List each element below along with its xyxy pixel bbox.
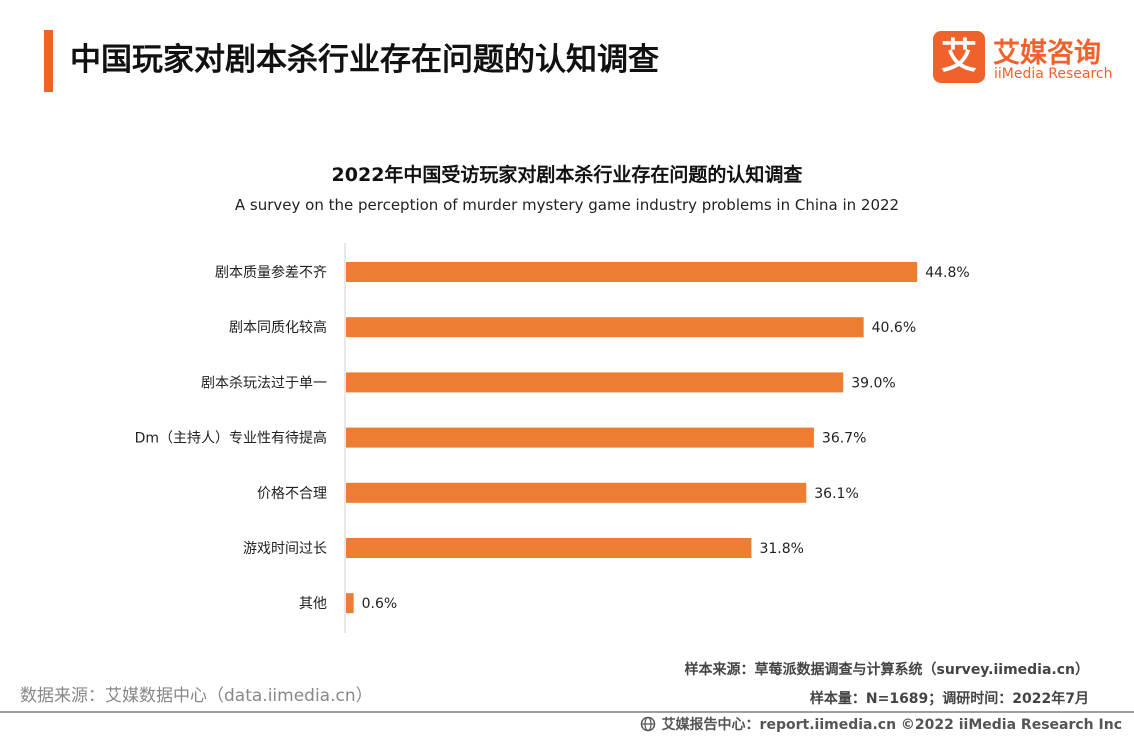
category-label: 剧本杀玩法过于单一	[201, 375, 327, 391]
value-label: 36.7%	[822, 431, 866, 447]
globe-icon	[640, 716, 655, 732]
logo-mark-glyph: 艾	[940, 36, 977, 77]
value-label: 40.6%	[872, 320, 916, 336]
category-label: 游戏时间过长	[243, 541, 327, 557]
bar	[346, 317, 864, 338]
bar	[346, 427, 814, 448]
page-title: 中国玩家对剧本杀行业存在问题的认知调查	[70, 42, 659, 78]
footer-divider	[0, 711, 1134, 713]
category-label: 价格不合理	[257, 486, 327, 502]
bar	[346, 482, 807, 503]
value-label: 39.0%	[851, 375, 895, 391]
value-label: 44.8%	[925, 265, 969, 281]
logo-text-en: iiMedia Research	[994, 66, 1113, 82]
value-label: 0.6%	[362, 596, 398, 612]
bar	[346, 262, 918, 282]
sample-source: 样本来源：草莓派数据调查与计算系统（survey.iimedia.cn）	[684, 662, 1089, 678]
logo-mark: 艾	[933, 31, 985, 83]
value-label: 31.8%	[759, 541, 803, 557]
bar	[346, 372, 844, 393]
bar	[346, 538, 752, 558]
copyright: 艾媒报告中心：report.iimedia.cn ©2022 iiMedia R…	[640, 714, 1122, 734]
chart-title: 2022年中国受访玩家对剧本杀行业存在问题的认知调查	[331, 164, 803, 186]
data-source: 数据来源：艾媒数据中心（data.iimedia.cn）	[20, 686, 373, 706]
sample-size: 样本量：N=1689；调研时间：2022年7月	[809, 691, 1089, 707]
category-label: 剧本同质化较高	[229, 319, 327, 336]
bar	[346, 593, 354, 614]
category-label: 剧本质量参差不齐	[215, 264, 327, 281]
chart-subtitle: A survey on the perception of murder mys…	[234, 196, 900, 214]
title-accent-bar	[44, 30, 53, 92]
category-label: 其他	[299, 596, 327, 612]
logo-text-cn: 艾媒咨询	[993, 38, 1101, 69]
iimedia-logo: 艾 艾媒咨询 iiMedia Research	[933, 31, 1113, 87]
copyright-text: 艾媒报告中心：report.iimedia.cn ©2022 iiMedia R…	[661, 717, 1122, 733]
category-label: Dm（主持人）专业性有待提高	[135, 430, 327, 447]
value-label: 36.1%	[814, 486, 858, 502]
